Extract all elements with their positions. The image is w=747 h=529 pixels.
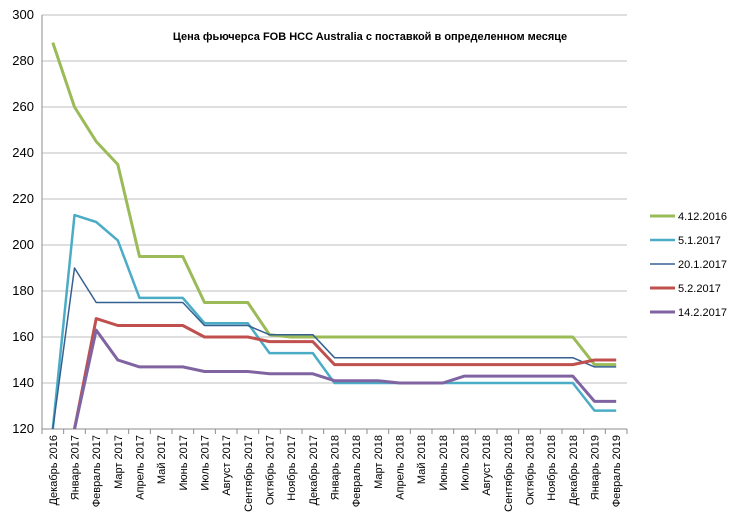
x-tick-label: Май 2018 <box>416 435 428 484</box>
x-tick-label: Апрель 2018 <box>395 435 407 500</box>
x-tick-label: Сентябрь 2018 <box>503 435 515 512</box>
axes <box>41 15 628 434</box>
legend-label: 5.1.2017 <box>678 235 721 247</box>
series-line-3 <box>52 267 617 430</box>
legend-label: 4.12.2016 <box>678 211 727 223</box>
y-tick-label: 280 <box>12 53 34 68</box>
y-tick-label: 140 <box>12 375 34 390</box>
series-line-1 <box>51 42 617 367</box>
y-tick-label: 260 <box>12 99 34 114</box>
x-axis-ticks: Декабрь 2016 Январь 2017 Февраль 2017 Март … <box>48 435 623 512</box>
y-tick-label: 160 <box>12 329 34 344</box>
x-tick-label: Январь 2017 <box>70 435 82 500</box>
x-tick-label: Ноябрь 2018 <box>546 435 558 501</box>
x-tick-label: Сентябрь 2017 <box>243 435 255 512</box>
legend-label: 20.1.2017 <box>678 259 727 271</box>
x-tick-label: Июнь 2018 <box>438 435 450 491</box>
x-tick-label: Январь 2019 <box>590 435 602 500</box>
x-tick-label: Ноябрь 2017 <box>286 435 298 501</box>
x-tick-label: Февраль 2017 <box>91 435 103 507</box>
y-tick-label: 240 <box>12 145 34 160</box>
x-tick-label: Февраль 2019 <box>611 435 623 507</box>
legend: 4.12.2016 5.1.2017 20.1.2017 5.2.2017 14.2.2… <box>650 211 727 319</box>
legend-label: 14.2.2017 <box>678 307 727 319</box>
x-tick-label: Июль 2018 <box>460 435 472 491</box>
x-tick-label: Декабрь 2018 <box>568 435 580 505</box>
x-tick-label: Февраль 2018 <box>351 435 363 507</box>
series-line-4 <box>73 317 617 430</box>
y-tick-label: 200 <box>12 237 34 252</box>
series-lines <box>51 42 617 430</box>
x-tick-label: Апрель 2017 <box>135 435 147 500</box>
x-tick-label: Июль 2017 <box>200 435 212 491</box>
series-line-5 <box>73 328 617 430</box>
x-tick-label: Январь 2018 <box>330 435 342 500</box>
x-tick-label: Октябрь 2018 <box>525 435 537 505</box>
y-tick-label: 120 <box>12 421 34 436</box>
x-tick-label: Август 2017 <box>221 435 233 496</box>
x-tick-label: Март 2017 <box>113 435 125 489</box>
y-axis-ticks: 120 140 160 180 200 220 240 260 280 300 <box>12 7 34 436</box>
y-tick-label: 300 <box>12 7 34 22</box>
x-tick-label: Август 2018 <box>481 435 493 496</box>
legend-label: 5.2.2017 <box>678 283 721 295</box>
x-tick-label: Май 2017 <box>156 435 168 484</box>
chart-title: Цена фьючерса FOB HCC Australia с постав… <box>173 31 567 43</box>
x-tick-label: Декабрь 2017 <box>308 435 320 505</box>
gridlines <box>42 14 627 384</box>
x-tick-label: Март 2018 <box>373 435 385 489</box>
x-tick-label: Декабрь 2016 <box>48 435 60 505</box>
y-tick-label: 180 <box>12 283 34 298</box>
x-tick-label: Июнь 2017 <box>178 435 190 491</box>
series-line-2 <box>51 213 617 430</box>
y-tick-label: 220 <box>12 191 34 206</box>
x-tick-label: Октябрь 2017 <box>265 435 277 505</box>
